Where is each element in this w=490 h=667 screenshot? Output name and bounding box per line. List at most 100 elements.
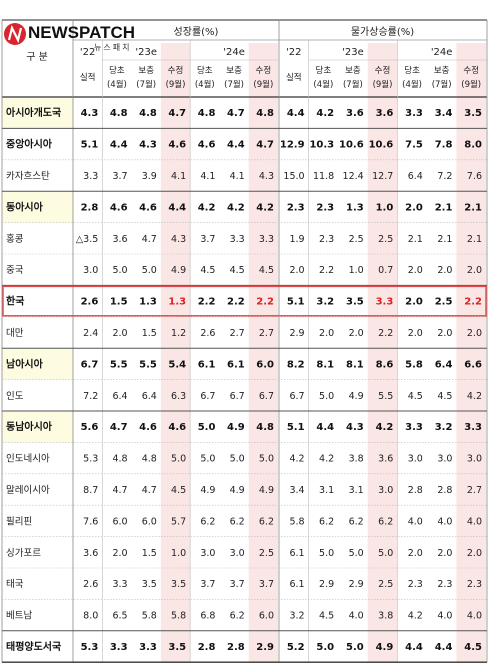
- table-cell: 4.5: [200, 265, 215, 276]
- row-label: 베트남: [6, 611, 32, 622]
- table-cell: 3.7: [112, 171, 127, 182]
- table-cell: 6.2: [200, 516, 215, 527]
- table-cell: 12.9: [280, 140, 305, 151]
- table-cell: 2.0: [405, 202, 423, 213]
- table-cell: 3.4: [289, 485, 304, 496]
- table-cell: 4.6: [110, 202, 128, 213]
- row-label: 태국: [6, 579, 24, 590]
- table-cell: 6.6: [464, 359, 482, 370]
- column-label: 수정: [375, 65, 391, 76]
- column-label: 수정: [256, 65, 272, 76]
- region-band: [2, 97, 73, 129]
- table-cell: 2.0: [437, 548, 452, 559]
- table-cell: 2.7: [230, 328, 245, 339]
- table-cell: 6.1: [289, 579, 304, 590]
- row-label: 아시아개도국: [6, 106, 61, 119]
- table-cell: 4.6: [168, 140, 186, 151]
- table-cell: 3.3: [112, 579, 127, 590]
- table-cell: 2.0: [289, 265, 304, 276]
- table-cell: 4.8: [142, 454, 157, 465]
- table-cell: 4.7: [142, 485, 157, 496]
- column-label: 보충: [345, 66, 361, 76]
- table-row: 중국 3.0 5.0 5.0 4.9 4.5 4.5 4.5 2.0 2.2 1.0 0.7 2.0 2.…: [6, 265, 482, 276]
- table-row: 태평양도서국 5.3 3.3 3.3 3.5 2.8 2.8 2.9 5.2 5.0 5.0 4.9 4…: [6, 640, 482, 653]
- table-cell: 3.0: [408, 454, 423, 465]
- table-cell: 4.0: [467, 611, 482, 622]
- table-cell: 4.8: [256, 108, 274, 119]
- row-label: 카자흐스탄: [6, 171, 50, 182]
- table-cell: 4.4: [287, 108, 305, 119]
- row-label: 한국: [6, 296, 24, 308]
- table-cell: 5.0: [200, 454, 215, 465]
- table-cell: 1.0: [376, 202, 394, 213]
- table-cell: 2.9: [289, 328, 304, 339]
- table-cell: 2.0: [408, 328, 423, 339]
- table-cell: 2.6: [83, 579, 98, 590]
- table-cell: 4.0: [349, 611, 364, 622]
- table-cell: 0.7: [378, 265, 393, 276]
- table-cell: 6.1: [227, 359, 245, 370]
- table-cell: 3.5: [171, 579, 186, 590]
- table-cell: 4.6: [198, 140, 216, 151]
- column-label: (4월): [402, 79, 422, 90]
- table-cell: 4.8: [256, 422, 274, 433]
- table-cell: 6.1: [289, 548, 304, 559]
- table-cell: 4.1: [200, 171, 215, 182]
- table-cell: 5.0: [316, 642, 334, 653]
- table-cell: 4.2: [376, 422, 394, 433]
- table-cell: 3.8: [378, 611, 393, 622]
- table-cell: 4.2: [289, 454, 304, 465]
- table-cell: 8.0: [83, 611, 98, 622]
- table-cell: 8.7: [83, 485, 98, 496]
- table-cell: 3.0: [467, 454, 482, 465]
- region-band: [2, 191, 73, 223]
- table-cell: 3.6: [376, 108, 394, 119]
- column-label: (4월): [313, 79, 333, 90]
- table-cell: 3.0: [230, 548, 245, 559]
- column-label: 실적: [80, 72, 96, 83]
- table-cell: 5.0: [259, 454, 274, 465]
- column-label: 보충: [226, 66, 242, 76]
- table-cell: 2.0: [349, 328, 364, 339]
- table-cell: 4.4: [435, 642, 453, 653]
- table-cell: 4.9: [376, 642, 394, 653]
- table-cell: 6.0: [256, 359, 274, 370]
- column-label: (9월): [461, 79, 481, 90]
- row-label: 동남아시아: [6, 420, 53, 433]
- column-label: (9월): [373, 79, 393, 90]
- table-cell: 5.0: [346, 642, 364, 653]
- table-cell: 5.1: [287, 297, 305, 308]
- table-cell: 5.0: [319, 391, 334, 402]
- table-cell: 3.3: [110, 642, 128, 653]
- table-cell: 5.0: [378, 548, 393, 559]
- table-cell: 10.3: [309, 140, 334, 151]
- table-cell: 3.8: [349, 454, 364, 465]
- table-row: 중앙아시아 5.1 4.4 4.3 4.6 4.6 4.4 4.7 12.9 10.3 10.6 10…: [6, 138, 482, 151]
- table-cell: 6.8: [200, 611, 215, 622]
- year-label: '24e: [223, 47, 245, 58]
- table-cell: 2.0: [437, 328, 452, 339]
- table-cell: 2.1: [437, 234, 452, 245]
- table-row: 인도 7.2 6.4 6.4 6.3 6.7 6.7 6.7 6.7 5.0 4.9 5.5 4.5 4.…: [6, 391, 482, 402]
- table-cell: 2.0: [408, 265, 423, 276]
- table-cell: 1.5: [142, 548, 157, 559]
- table-cell: 3.3: [139, 642, 157, 653]
- table-cell: 2.1: [435, 202, 453, 213]
- table-cell: 12.4: [343, 171, 364, 182]
- table-cell: 4.7: [110, 422, 128, 433]
- table-cell: 1.5: [110, 297, 128, 308]
- row-label: 인도네시아: [6, 454, 50, 465]
- table-cell: 2.8: [408, 485, 423, 496]
- table-cell: 4.2: [408, 611, 423, 622]
- table-cell: 5.3: [81, 642, 99, 653]
- table-cell: 4.9: [349, 391, 364, 402]
- table-row: 동남아시아 5.6 4.7 4.6 4.6 5.0 4.9 4.8 5.1 4.4 4.3 4.2 3.…: [6, 420, 482, 433]
- table-cell: 6.2: [230, 611, 245, 622]
- table-cell: 5.5: [139, 359, 157, 370]
- table-cell: 4.6: [168, 422, 186, 433]
- table-cell: 3.2: [435, 422, 453, 433]
- table-cell: 3.2: [316, 297, 334, 308]
